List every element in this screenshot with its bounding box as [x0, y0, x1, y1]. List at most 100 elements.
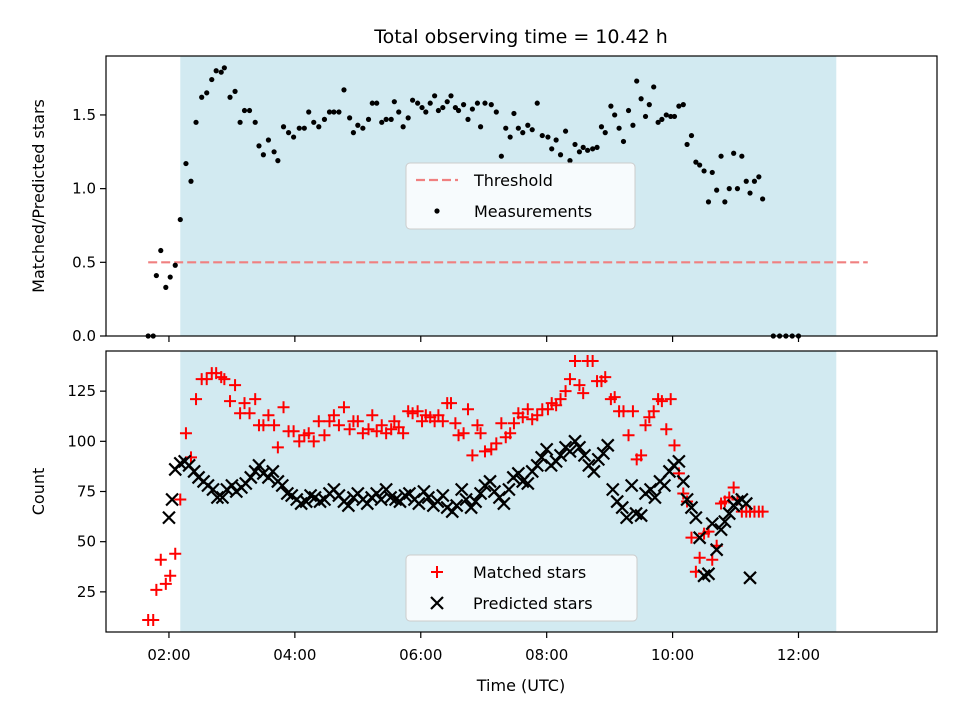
predicted-star-point: [672, 454, 686, 469]
measurement-point: [432, 93, 438, 99]
measurement-point: [620, 138, 627, 145]
measurement-point: [271, 149, 277, 155]
measurement-point: [557, 152, 564, 158]
measurement-point: [383, 116, 389, 122]
matched-stars-points: [142, 355, 769, 626]
predicted-star-point: [701, 567, 716, 581]
measurement-point: [172, 262, 178, 268]
measurement-point: [646, 102, 652, 108]
y-tick-label: 50: [77, 533, 96, 551]
matched-star-point: [277, 401, 290, 414]
measurement-point: [163, 284, 169, 290]
measurement-point: [409, 97, 416, 103]
matched-star-point: [639, 419, 652, 432]
x-tick-label: 08:00: [525, 646, 568, 664]
predicted-star-point: [299, 494, 313, 509]
matched-star-point: [655, 395, 668, 408]
predicted-star-point: [266, 464, 280, 479]
predicted-star-point: [521, 476, 535, 491]
measurement-point: [612, 112, 618, 118]
measurement-point: [326, 109, 333, 115]
predicted-star-point: [369, 486, 384, 501]
predicted-star-point: [539, 442, 554, 457]
matched-star-point: [392, 421, 405, 434]
matched-star-point: [150, 583, 163, 596]
measurement-point: [301, 125, 307, 131]
measurement-point: [726, 186, 732, 192]
legend-box: [405, 554, 638, 622]
predicted-star-point: [563, 444, 577, 459]
measurement-point: [545, 134, 551, 140]
measurement-point: [209, 76, 215, 83]
measurement-point: [756, 174, 762, 180]
matched-star-point: [218, 373, 231, 386]
matched-star-point: [159, 577, 172, 590]
measurement-point: [232, 88, 238, 94]
measurement-point: [306, 109, 312, 115]
measurement-point: [360, 125, 366, 131]
matched-star-point: [693, 551, 706, 564]
predicted-star-point: [692, 530, 707, 545]
predicted-star-point: [587, 464, 601, 479]
matched-star-point: [190, 393, 203, 406]
measurement-point: [291, 134, 297, 140]
measurement-point: [739, 153, 745, 159]
legend-predicted-swatch: [430, 596, 444, 610]
matched-star-point: [366, 409, 379, 422]
measurement-point: [167, 274, 173, 280]
measurement-point: [701, 168, 707, 174]
measurement-point: [602, 130, 608, 136]
measurement-point: [477, 124, 484, 130]
measurement-point: [684, 141, 690, 148]
x-tick-label: 06:00: [399, 646, 442, 664]
measurement-point: [722, 199, 728, 205]
matched-star-point: [388, 415, 401, 428]
measurement-point: [625, 107, 632, 114]
predicted-star-point: [530, 458, 545, 473]
measurement-point: [642, 113, 649, 120]
matched-star-point: [608, 391, 621, 404]
measurement-point: [693, 159, 699, 165]
matched-star-point: [327, 409, 340, 422]
measurement-point: [511, 110, 517, 117]
measurement-point: [391, 99, 397, 105]
matched-star-point: [164, 569, 177, 582]
measurement-point: [663, 112, 669, 118]
measurement-point: [539, 132, 545, 139]
matched-star-point: [262, 409, 275, 422]
matched-star-point: [554, 393, 567, 406]
y-tick-label: 1.5: [72, 106, 96, 124]
measurement-point: [630, 122, 636, 128]
matched-star-point: [268, 419, 281, 432]
predicted-star-point: [248, 464, 262, 479]
matched-star-point: [452, 429, 465, 442]
measurement-point: [503, 125, 509, 131]
matched-star-point: [200, 373, 213, 386]
measurement-point: [415, 100, 421, 106]
measurement-point: [296, 125, 302, 131]
predicted-star-point: [162, 510, 176, 525]
y-tick-label: 75: [77, 483, 96, 501]
matched-star-point: [531, 409, 544, 422]
predicted-star-point: [648, 490, 662, 505]
matched-star-point: [370, 425, 383, 438]
measurement-point: [444, 99, 450, 105]
matched-star-point: [478, 445, 491, 458]
predicted-star-point: [445, 504, 460, 519]
measurement-point: [469, 106, 475, 112]
matched-star-point: [154, 553, 167, 566]
matched-star-point: [169, 547, 182, 560]
matched-star-point: [677, 487, 690, 500]
measurement-point: [585, 147, 591, 153]
predicted-stars-points: [162, 434, 757, 585]
predicted-star-point: [714, 522, 728, 537]
measurement-point: [400, 124, 406, 130]
predicted-star-point: [436, 488, 450, 503]
matched-star-point: [179, 427, 192, 440]
measurement-point: [671, 113, 678, 120]
measurement-point: [734, 186, 741, 192]
predicted-star-point: [568, 434, 582, 449]
predicted-star-point: [449, 498, 464, 513]
predicted-star-point: [215, 490, 230, 505]
y-tick-label: 25: [77, 583, 96, 601]
